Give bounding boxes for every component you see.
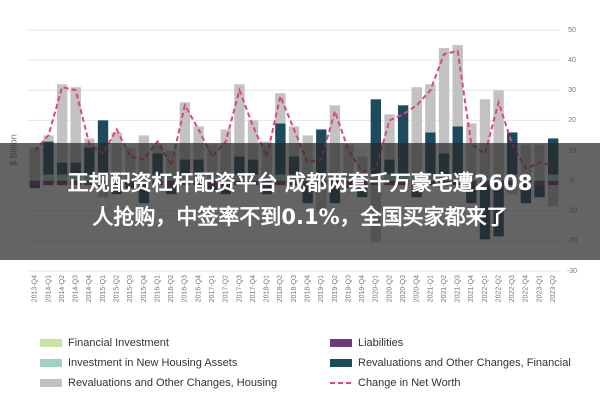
x-tick-label: 2019-Q1 [318,275,325,302]
overlay-text: 正规配资杠杆配资平台 成都两套千万豪宅遭2608 [68,171,533,195]
bar [397,105,409,175]
y-tick-label: 20 [568,117,576,124]
bar [179,102,191,160]
x-tick-label: 2014-Q4 [86,275,93,302]
x-tick-label: 2014-Q2 [59,275,66,302]
x-tick-label: 2016-Q3 [182,275,189,302]
legend-label: Change in Net Worth [358,377,461,389]
x-tick-label: 2016-Q1 [154,275,161,302]
y-tick-label: -30 [567,268,577,275]
legend-label: Investment in New Housing Assets [68,357,238,369]
x-tick-label: 2015-Q1 [100,275,107,302]
legend-swatch [40,339,62,347]
bar [329,105,341,175]
x-tick-label: 2017-Q4 [250,275,257,302]
x-tick-label: 2020-Q1 [373,275,380,302]
overlay-text: 人抢购，中签率不到0.1%，全国买家都来了 [92,205,507,229]
bar [70,87,81,163]
y-tick-label: 50 [568,27,576,34]
bar [43,135,54,142]
x-tick-label: 2015-Q2 [114,275,121,302]
x-tick-label: 2021-Q3 [455,275,462,302]
bar [411,87,422,175]
bar [425,84,436,133]
x-tick-label: 2022-Q4 [523,275,530,302]
x-tick-label: 2019-Q4 [359,275,366,302]
x-tick-label: 2018-Q4 [304,275,311,302]
x-tick-label: 2016-Q4 [195,275,202,302]
bar [234,84,245,157]
legend-swatch [330,339,352,347]
x-tick-label: 2019-Q3 [345,275,352,302]
y-tick-label: 30 [568,87,576,94]
x-tick-label: 2020-Q2 [386,275,393,302]
bar [479,99,491,175]
y-tick-label: 40 [568,57,576,64]
bar [288,126,300,157]
x-tick-label: 2020-Q3 [400,275,407,302]
bar [56,84,68,163]
bar [384,114,395,160]
legend-label: Financial Investment [68,337,169,349]
x-tick-label: 2014-Q3 [73,275,80,302]
legend-label: Revaluations and Other Changes, Financia… [358,357,571,369]
bar [275,93,286,124]
bar [247,120,259,160]
x-tick-label: 2018-Q3 [291,275,298,302]
bar [452,45,463,127]
x-tick-label: 2020-Q4 [414,275,421,302]
bar [493,90,504,175]
x-tick-label: 2017-Q2 [223,275,230,302]
x-tick-label: 2021-Q1 [427,275,434,302]
x-tick-label: 2022-Q2 [495,275,502,302]
x-tick-label: 2023-Q1 [536,275,543,302]
x-tick-label: 2022-Q1 [482,275,489,302]
bar [193,126,204,160]
x-tick-label: 2017-Q3 [236,275,243,302]
x-tick-label: 2013-Q4 [32,275,39,302]
bar [438,48,450,154]
line [34,49,554,173]
legend-label: Revaluations and Other Changes, Housing [68,377,277,389]
legend-label: Liabilities [358,337,404,349]
x-tick-label: 2023-Q2 [550,275,557,302]
legend-swatch [40,379,62,387]
x-tick-label: 2022-Q3 [509,275,516,302]
legend-swatch [330,359,352,367]
x-tick-label: 2018-Q2 [277,275,284,302]
x-tick-label: 2021-Q2 [441,275,448,302]
x-tick-label: 2017-Q1 [209,275,216,302]
x-tick-label: 2016-Q2 [168,275,175,302]
bar [370,99,382,175]
x-tick-label: 2019-Q2 [332,275,339,302]
x-tick-label: 2018-Q1 [264,275,271,302]
overlay-banner [0,143,600,260]
x-tick-label: 2014-Q1 [45,275,52,302]
legend-swatch [40,359,62,367]
x-tick-label: 2015-Q4 [141,275,148,302]
x-tick-label: 2021-Q4 [468,275,475,302]
x-tick-label: 2015-Q3 [127,275,134,302]
